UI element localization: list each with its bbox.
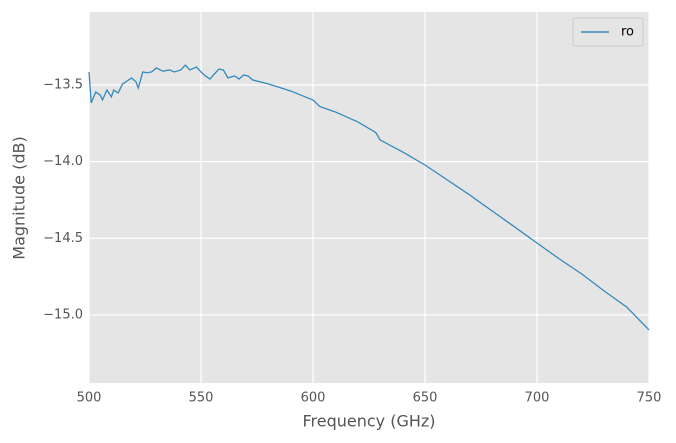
y-tick-label: −14.5 — [43, 231, 83, 246]
plot-area — [89, 12, 649, 383]
x-tick-label: 650 — [413, 391, 438, 406]
x-tick-label: 700 — [525, 391, 550, 406]
x-tick-label: 750 — [637, 391, 662, 406]
data-line — [88, 64, 650, 331]
x-tick-label: 500 — [77, 391, 102, 406]
marks — [88, 64, 650, 331]
y-axis-label: Magnitude (dB) — [10, 136, 29, 259]
y-tick-label: −14.0 — [43, 154, 83, 169]
x-tick-label: 600 — [301, 391, 326, 406]
grid — [88, 12, 650, 383]
y-tick-label: −15.0 — [43, 307, 83, 322]
x-tick-label: 550 — [189, 391, 214, 406]
y-tick-label: −13.5 — [43, 77, 83, 92]
legend-label: ro — [621, 25, 634, 40]
x-axis-label: Frequency (GHz) — [302, 412, 435, 431]
